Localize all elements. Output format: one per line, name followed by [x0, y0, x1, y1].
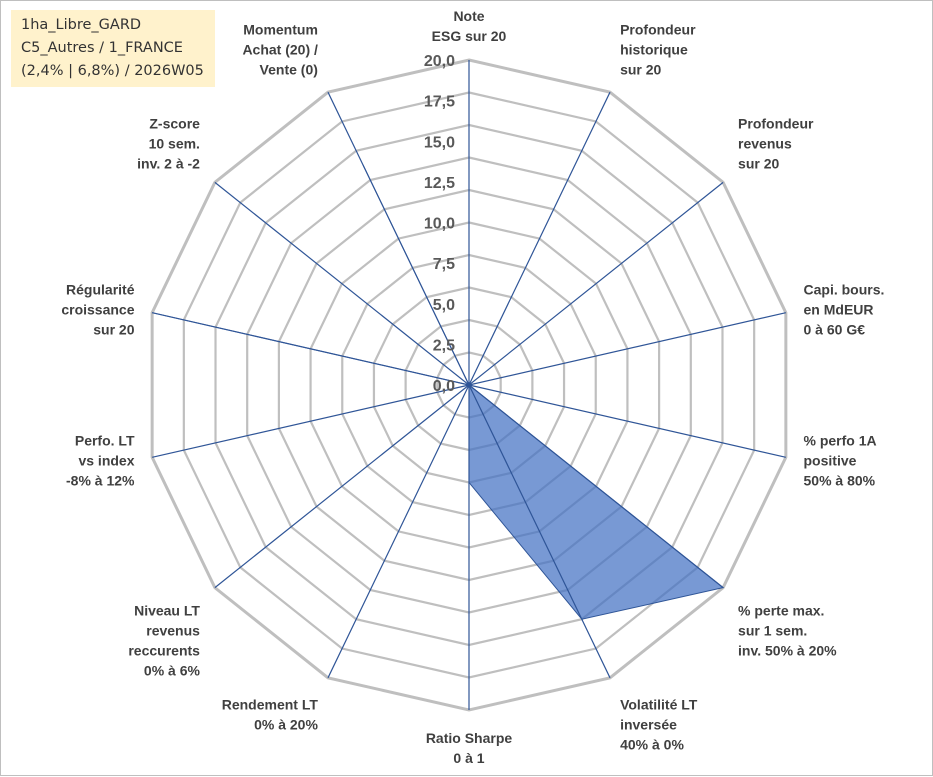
axis-label: 0% à 20%: [254, 716, 318, 732]
tick-label: 5,0: [433, 297, 455, 314]
axis-label: Z-score: [149, 116, 200, 132]
axis-label: Profondeur: [620, 22, 696, 38]
axis-label: sur 1 sem.: [738, 622, 807, 638]
tick-label: 20,0: [424, 53, 455, 70]
info-line-1: 1ha_Libre_GARD: [21, 14, 215, 37]
axis-label-group: Note ESG sur 20: [432, 8, 507, 44]
tick-label: 15,0: [424, 134, 455, 151]
axis-label-group: Volatilité LT inversée 40% à 0%: [620, 696, 698, 752]
axis-label: 0% à 6%: [144, 662, 201, 678]
axis-label: sur 20: [738, 156, 779, 172]
axis-label: inv. 50% à 20%: [738, 642, 837, 658]
axis-label: % perfo 1A: [804, 432, 877, 448]
info-line-2: C5_Autres / 1_FRANCE: [21, 37, 215, 60]
tick-label: 0,0: [433, 378, 455, 395]
info-line-3: (2,4% | 6,8%) / 2026W05: [21, 60, 215, 83]
axis-label: 40% à 0%: [620, 736, 684, 752]
axis-label: Capi. bours.: [804, 282, 885, 298]
info-box: 1ha_Libre_GARD C5_Autres / 1_FRANCE (2,4…: [11, 10, 215, 87]
axis-label: vs index: [78, 452, 134, 468]
axis-label: Ratio Sharpe: [426, 730, 513, 746]
axis-label: Momentum: [243, 22, 318, 38]
axis-label-group: Momentum Achat (20) / Vente (0): [242, 22, 318, 78]
axis-label-group: Ratio Sharpe 0 à 1: [426, 730, 513, 766]
axis-label: Note: [453, 8, 484, 24]
axis-label: Niveau LT: [134, 602, 200, 618]
axis-label: reccurents: [128, 642, 200, 658]
axis-label: Achat (20) /: [242, 42, 318, 58]
axis-label-group: Profondeur historique sur 20: [620, 22, 696, 78]
axis-label: en MdEUR: [804, 302, 874, 318]
axis-label: % perte max.: [738, 602, 824, 618]
axis-label: Perfo. LT: [75, 432, 135, 448]
axis-label: 0 à 1: [453, 750, 484, 766]
axis-label: revenus: [146, 622, 200, 638]
axis-label: Régularité: [66, 282, 135, 298]
tick-label: 12,5: [424, 175, 455, 192]
axis-label-group: % perte max. sur 1 sem. inv. 50% à 20%: [738, 602, 837, 658]
axis-label: sur 20: [93, 322, 134, 338]
axis-label: Vente (0): [260, 62, 318, 78]
axis-label: 0 à 60 G€: [804, 322, 866, 338]
axis-label-group: Capi. bours. en MdEUR 0 à 60 G€: [804, 282, 885, 338]
tick-label: 7,5: [433, 256, 455, 273]
axis-label: Profondeur: [738, 116, 814, 132]
axis-label: historique: [620, 42, 688, 58]
axis-label: sur 20: [620, 62, 661, 78]
axis-label: 50% à 80%: [804, 472, 876, 488]
axis-label: inversée: [620, 716, 677, 732]
axis-label-group: Niveau LT revenus reccurents 0% à 6%: [128, 602, 200, 678]
tick-labels: 0,0 2,5 5,0 7,5 10,0 12,5 15,0 17,5 20,0: [424, 53, 455, 395]
axis-label-group: Profondeur revenus sur 20: [738, 116, 814, 172]
axis-label: ESG sur 20: [432, 28, 507, 44]
axis-label: -8% à 12%: [66, 472, 135, 488]
axis-label: Rendement LT: [222, 696, 319, 712]
axis-label-group: % perfo 1A positive 50% à 80%: [804, 432, 877, 488]
axis-label-group: Z-score 10 sem. inv. 2 à -2: [137, 116, 200, 172]
tick-label: 10,0: [424, 216, 455, 233]
axis-label-group: Rendement LT 0% à 20%: [222, 696, 319, 732]
axis-label-group: Régularité croissance sur 20: [61, 282, 134, 338]
axis-label-group: Perfo. LT vs index -8% à 12%: [66, 432, 135, 488]
tick-label: 2,5: [433, 337, 455, 354]
tick-label: 17,5: [424, 94, 455, 111]
axis-label: inv. 2 à -2: [137, 156, 200, 172]
axis-label: positive: [804, 452, 857, 468]
axis-label: 10 sem.: [149, 136, 200, 152]
axis-label: revenus: [738, 136, 792, 152]
axis-label: Volatilité LT: [620, 696, 698, 712]
axis-label: croissance: [61, 302, 134, 318]
